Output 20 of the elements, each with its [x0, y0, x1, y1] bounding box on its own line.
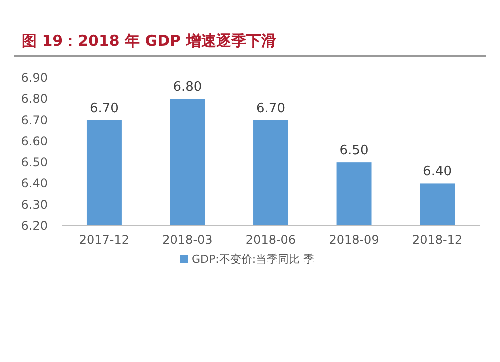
y-tick-label: 6.30	[21, 198, 48, 212]
y-tick-label: 6.40	[21, 176, 48, 191]
y-tick-label: 6.60	[21, 134, 48, 148]
y-tick-label: 6.20	[21, 219, 48, 233]
x-tick-label: 2018-12	[412, 233, 463, 247]
data-label: 6.40	[423, 164, 452, 180]
y-tick-label: 6.50	[21, 156, 48, 170]
chart-title: 图 19：2018 年 GDP 增速逐季下滑	[22, 32, 276, 50]
data-label: 6.70	[90, 101, 119, 116]
y-tick-label: 6.70	[21, 113, 48, 128]
data-label: 6.50	[340, 144, 369, 159]
legend-label: GDP:不变价:当季同比 季	[192, 253, 315, 266]
y-tick-label: 6.80	[21, 92, 48, 106]
x-tick-label: 2018-03	[162, 233, 213, 247]
x-tick-label: 2017-12	[79, 233, 130, 247]
data-label: 6.80	[173, 80, 202, 96]
y-tick-label: 6.90	[21, 71, 48, 85]
x-tick-label: 2018-09	[329, 233, 380, 247]
data-label: 6.70	[256, 101, 286, 116]
x-tick-label: 2018-06	[246, 233, 296, 247]
